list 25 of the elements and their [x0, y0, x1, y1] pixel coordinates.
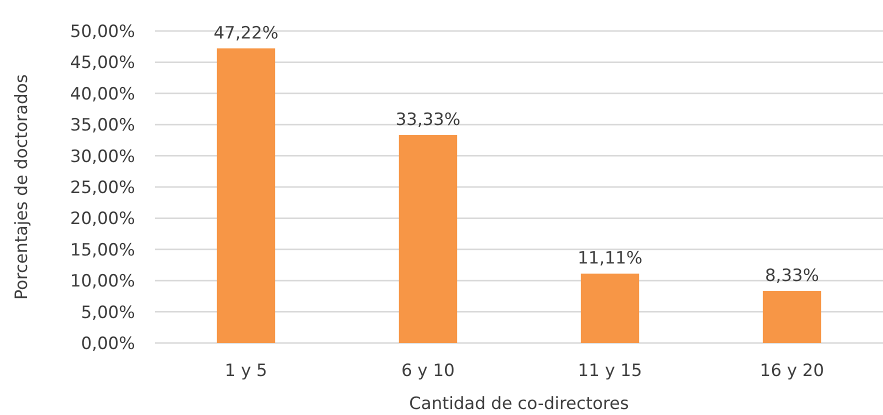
bar — [398, 135, 458, 343]
bar — [762, 291, 822, 343]
data-label: 8,33% — [764, 266, 820, 286]
y-tick-label: 25,00% — [70, 178, 135, 198]
y-tick-label: 30,00% — [70, 146, 135, 167]
y-tick-label: 5,00% — [80, 302, 135, 323]
y-axis-title: Porcentajes de doctorados — [12, 74, 32, 300]
data-label: 33,33% — [396, 110, 460, 130]
x-tick-label: 6 y 10 — [401, 361, 455, 381]
y-tick-label: 45,00% — [70, 53, 135, 74]
bar — [580, 274, 640, 343]
y-tick-label: 15,00% — [70, 240, 135, 260]
x-axis-title: Cantidad de co-directores — [409, 394, 629, 414]
x-tick-label: 16 y 20 — [760, 361, 824, 381]
y-tick-label: 35,00% — [70, 116, 135, 136]
y-tick-label: 40,00% — [70, 84, 135, 104]
x-tick-label: 1 y 5 — [224, 361, 268, 381]
y-tick-label: 50,00% — [70, 22, 135, 42]
data-label: 47,22% — [214, 23, 278, 44]
y-tick-label: 20,00% — [70, 209, 135, 230]
x-tick-label: 11 y 15 — [578, 361, 642, 381]
data-label: 11,11% — [578, 248, 642, 269]
y-tick-label: 10,00% — [70, 272, 135, 292]
y-tick-label: 0,00% — [80, 334, 135, 354]
bar — [216, 48, 276, 343]
